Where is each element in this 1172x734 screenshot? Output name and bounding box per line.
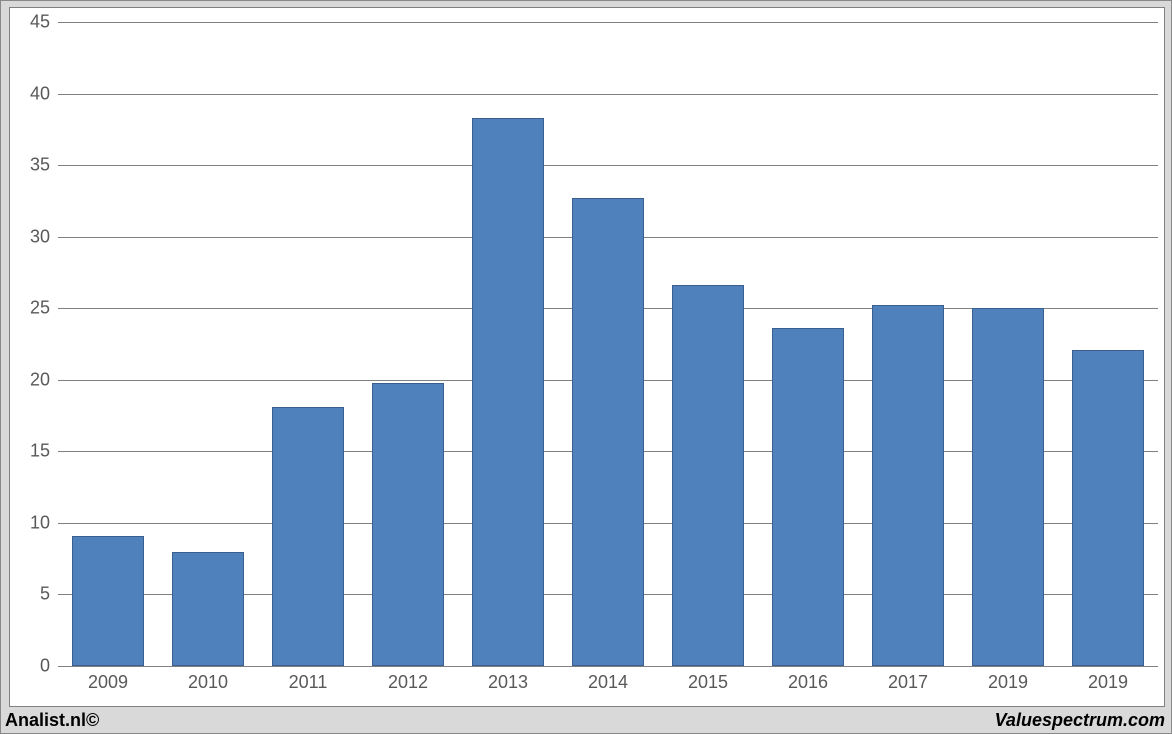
x-axis-tick-label: 2017 xyxy=(888,666,928,693)
bar xyxy=(372,383,444,666)
y-axis-tick-label: 5 xyxy=(40,584,58,605)
bar xyxy=(272,407,344,666)
y-axis-tick-label: 20 xyxy=(30,369,58,390)
y-axis-tick-label: 25 xyxy=(30,298,58,319)
bar xyxy=(772,328,844,666)
gridline-horizontal xyxy=(58,22,1158,23)
footer-attribution-left: Analist.nl© xyxy=(5,710,99,731)
x-axis-tick-label: 2013 xyxy=(488,666,528,693)
bar xyxy=(672,285,744,666)
y-axis-tick-label: 45 xyxy=(30,12,58,33)
bar xyxy=(1072,350,1144,666)
bar xyxy=(72,536,144,666)
chart-container: 0 5 10 15 20 25 30 35 40 45 2009 2010 2011 2012 2013 20… xyxy=(0,0,1172,734)
x-axis-tick-label: 2012 xyxy=(388,666,428,693)
x-axis-tick-label: 2019 xyxy=(988,666,1028,693)
y-axis-tick-label: 30 xyxy=(30,226,58,247)
x-axis-tick-label: 2010 xyxy=(188,666,228,693)
bar xyxy=(872,305,944,666)
x-axis-tick-label: 2009 xyxy=(88,666,128,693)
footer-attribution-right: Valuespectrum.com xyxy=(995,710,1165,731)
x-axis-tick-label: 2011 xyxy=(289,666,328,693)
y-axis-tick-label: 0 xyxy=(40,656,58,677)
bar xyxy=(472,118,544,666)
y-axis-tick-label: 10 xyxy=(30,512,58,533)
bar xyxy=(972,308,1044,666)
chart-inner-frame: 0 5 10 15 20 25 30 35 40 45 2009 2010 2011 2012 2013 20… xyxy=(9,7,1165,707)
y-axis-tick-label: 40 xyxy=(30,83,58,104)
y-axis-tick-label: 15 xyxy=(30,441,58,462)
gridline-horizontal xyxy=(58,94,1158,95)
plot-area: 0510152025303540452009201020112012201320… xyxy=(58,22,1158,666)
x-axis-tick-label: 2015 xyxy=(688,666,728,693)
x-axis-tick-label: 2019 xyxy=(1088,666,1128,693)
bar xyxy=(572,198,644,666)
x-axis-tick-label: 2014 xyxy=(588,666,628,693)
x-axis-tick-label: 2016 xyxy=(788,666,828,693)
gridline-horizontal xyxy=(58,165,1158,166)
bar xyxy=(172,552,244,666)
y-axis-tick-label: 35 xyxy=(30,155,58,176)
